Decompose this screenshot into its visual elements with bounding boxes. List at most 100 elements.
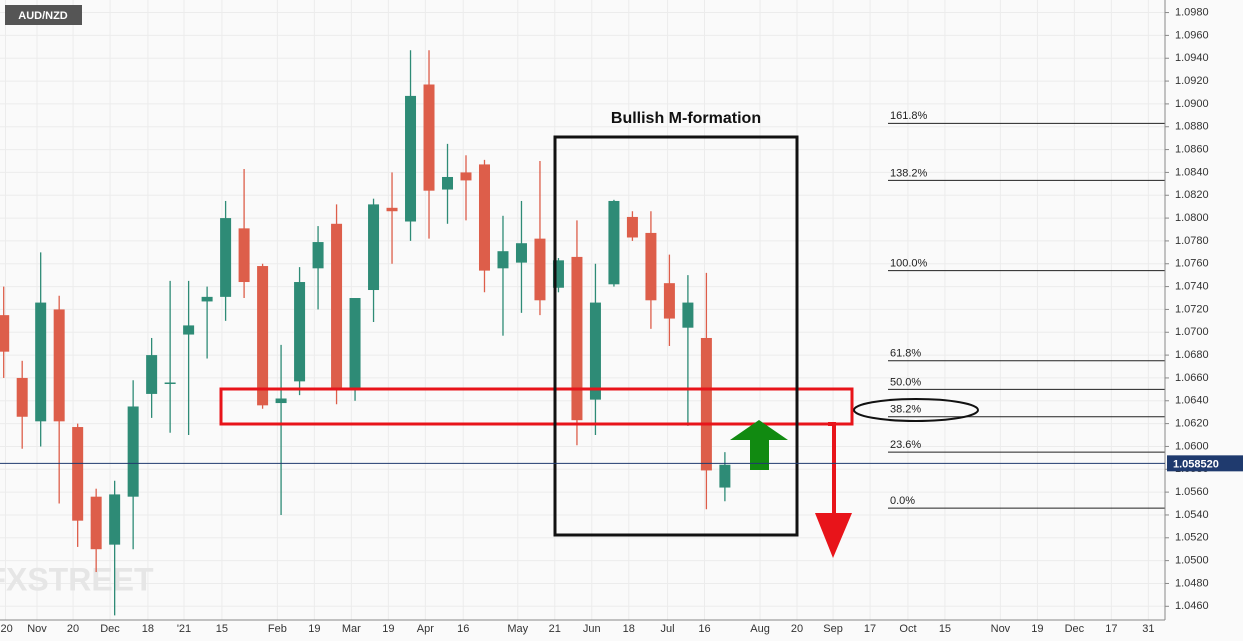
candle-body — [331, 223, 343, 389]
y-tick-label: 1.0480 — [1175, 577, 1209, 589]
candle-body — [349, 298, 361, 389]
x-tick-label: Nov — [991, 623, 1011, 635]
candle-body — [663, 283, 675, 319]
candle-body — [164, 382, 176, 385]
symbol: AUD/NZD — [18, 10, 68, 22]
symbol-box — [5, 5, 82, 25]
candle-body — [460, 172, 472, 181]
fib-label: 0.0% — [890, 495, 915, 507]
x-tick-label: 15 — [216, 623, 228, 635]
candle-body — [682, 302, 694, 328]
candle-body — [90, 496, 102, 550]
x-tick-label: Jun — [583, 623, 601, 635]
m-formation-box — [553, 135, 799, 537]
y-tick-label: 1.0780 — [1175, 235, 1209, 247]
x-tick-label: 31 — [1142, 623, 1154, 635]
x-tick-label: 19 — [382, 623, 394, 635]
candle-body — [109, 494, 121, 545]
fib-label: 61.8% — [890, 348, 921, 360]
x-tick-label: Feb — [268, 623, 287, 635]
y-tick-label: 1.0940 — [1175, 52, 1209, 64]
candle-body — [552, 260, 564, 288]
fib-levels: 161.8% 138.2% 100.0% 61.8% 50.0% 38.2% 23.6% 0.… — [888, 110, 1165, 509]
y-tick-label: 1.0900 — [1175, 98, 1209, 110]
candle-body — [478, 164, 490, 271]
last-price-label: 1.058520 — [1173, 458, 1219, 470]
y-tick-label: 1.0620 — [1175, 418, 1209, 430]
y-tick-label: 1.0820 — [1175, 189, 1209, 201]
y-tick-label: 1.0880 — [1175, 121, 1209, 133]
zone-box — [219, 387, 854, 426]
candle-body — [16, 377, 28, 417]
candle-body — [72, 427, 84, 521]
y-tick-label: 1.0760 — [1175, 258, 1209, 270]
fib-label: 50.0% — [890, 376, 921, 388]
candle-body — [423, 84, 435, 191]
y-tick-label: 1.0540 — [1175, 509, 1209, 521]
candle-body — [0, 315, 10, 352]
y-tick-label: 1.0740 — [1175, 280, 1209, 292]
candle-body — [35, 302, 47, 422]
candle-body — [275, 398, 287, 404]
y-tick-label: 1.0600 — [1175, 440, 1209, 452]
y-tick-label: 1.0980 — [1175, 6, 1209, 18]
y-tick-label: 1.0700 — [1175, 326, 1209, 338]
y-tick-label: 1.0680 — [1175, 349, 1209, 361]
y-tick-label: 1.0920 — [1175, 75, 1209, 87]
candle-body — [386, 207, 398, 212]
candle-body — [312, 242, 324, 269]
candle-body — [571, 256, 583, 421]
x-tick-label: 20 — [791, 623, 803, 635]
candle-body — [497, 251, 509, 269]
candle-body — [201, 296, 213, 302]
x-tick-label: Aug — [750, 623, 770, 635]
candle-body — [645, 232, 657, 301]
candle-body — [719, 464, 731, 488]
candle-body — [442, 176, 454, 190]
x-tick-label: Mar — [342, 623, 361, 635]
annotation: Bullish M-formation — [611, 110, 761, 127]
y-tick-label: 1.0660 — [1175, 372, 1209, 384]
x-tick-label: Jul — [661, 623, 675, 635]
candle-body — [515, 243, 527, 263]
candle-body — [534, 238, 546, 301]
candle-body — [700, 337, 712, 471]
y-tick-label: 1.0520 — [1175, 532, 1209, 544]
x-tick-label: Sep — [823, 623, 843, 635]
x-tick-label: Apr — [417, 623, 434, 635]
x-tick-label: 15 — [939, 623, 951, 635]
y-tick-label: 1.0560 — [1175, 486, 1209, 498]
y-tick-label: 1.0960 — [1175, 29, 1209, 41]
highlight-ellipse — [853, 398, 979, 422]
x-tick-label: '21 — [177, 623, 191, 635]
fib-label: 138.2% — [890, 167, 928, 179]
candle-body — [127, 406, 139, 497]
y-tick-label: 1.0640 — [1175, 395, 1209, 407]
candle-body — [238, 228, 250, 283]
x-tick-label: 20 — [67, 623, 79, 635]
y-tick-label: 1.0500 — [1175, 555, 1209, 567]
x-tick-label: 16 — [457, 623, 469, 635]
fib-label: 23.6% — [890, 439, 921, 451]
watermark: FXSTREET — [0, 561, 154, 597]
up-arrow — [730, 420, 788, 470]
x-tick-label: 18 — [142, 623, 154, 635]
x-tick-label: 19 — [308, 623, 320, 635]
y-tick-label: 1.0720 — [1175, 303, 1209, 315]
x-tick-label: 17 — [1105, 623, 1117, 635]
y-tick-label: 1.0800 — [1175, 212, 1209, 224]
x-tick-label: 19 — [1031, 623, 1043, 635]
x-tick-label: 17 — [864, 623, 876, 635]
axes: 1.0460 1.0480 1.0500 1.0520 1.0540 1.0560 1.05… — [0, 6, 1243, 635]
candle-body — [53, 309, 65, 422]
last-price-box — [1167, 455, 1243, 472]
candles — [0, 50, 731, 616]
candle-body — [368, 204, 380, 291]
x-tick-label: 18 — [623, 623, 635, 635]
x-tick-label: 21 — [549, 623, 561, 635]
x-tick-label: Dec — [1065, 623, 1085, 635]
down-arrow-head — [815, 513, 852, 558]
grid — [0, 0, 1165, 620]
candle-body — [257, 266, 269, 406]
